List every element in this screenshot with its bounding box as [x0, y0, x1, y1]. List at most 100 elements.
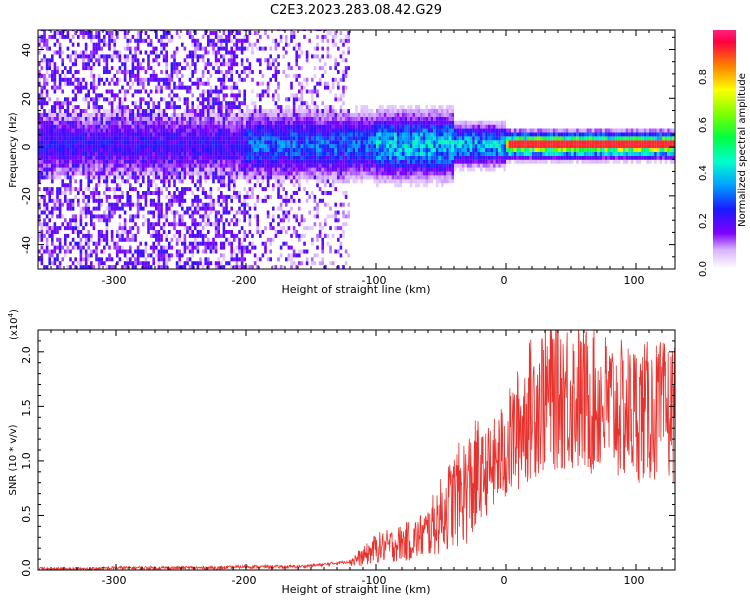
spectrogram-cell	[274, 179, 278, 184]
spectrogram-cell	[331, 38, 335, 43]
spectrogram-cell	[155, 233, 158, 238]
spectrogram-cell	[321, 120, 324, 125]
spectrogram-cell	[40, 136, 44, 141]
spectrogram-cell	[121, 245, 124, 250]
spectrogram-cell	[331, 261, 335, 266]
spectrogram-cell	[207, 124, 210, 129]
spectrogram-cell	[152, 249, 155, 254]
spectrogram-cell	[201, 175, 205, 180]
spectrogram-cell	[326, 132, 330, 137]
spectrogram-cell	[92, 226, 96, 231]
spectrogram-cell	[97, 81, 101, 86]
spectrogram-cell	[266, 194, 270, 199]
spectrogram-cell	[168, 105, 171, 110]
spectrogram-cell	[58, 151, 62, 156]
spectrogram-cell	[92, 54, 96, 59]
spectrogram-cell	[326, 46, 330, 51]
spectrogram-cell	[95, 187, 98, 192]
spectrogram-cell	[407, 159, 410, 164]
spectrogram-cell	[105, 124, 109, 129]
spectrogram-cell	[103, 38, 106, 43]
spectrogram-cell	[282, 167, 285, 172]
spectrogram-cell	[105, 230, 109, 234]
spectrogram-cell	[79, 148, 83, 152]
spectrogram-cell	[225, 194, 228, 199]
spectrogram-cell	[129, 132, 132, 137]
spectrogram-cell	[113, 241, 116, 246]
spectrogram-cell	[139, 62, 142, 67]
spectrogram-cell	[183, 155, 187, 160]
spectrogram-cell	[391, 148, 395, 152]
spectrogram-cell	[110, 163, 114, 168]
spectrogram-cell	[285, 128, 288, 133]
spectrogram-cell	[51, 253, 54, 258]
spectrogram-cell	[342, 144, 345, 149]
spectrogram-cell	[350, 148, 353, 152]
spectrogram-cell	[121, 132, 124, 137]
spectrogram-cell	[287, 42, 291, 47]
spectrogram-cell	[290, 265, 293, 269]
spectrogram-cell	[113, 132, 116, 137]
spectrogram-cell	[266, 109, 270, 113]
spectrogram-cell	[173, 144, 176, 149]
spectrogram-cell	[131, 101, 135, 106]
spectrogram-cell	[142, 179, 145, 184]
spectrogram-cell	[295, 144, 298, 149]
spectrogram-cell	[342, 163, 345, 168]
spectrogram-cell	[264, 148, 267, 152]
spectrogram-cell	[383, 155, 387, 160]
spectrogram-cell	[399, 144, 402, 149]
spectrogram-cell	[186, 159, 189, 164]
spectrogram-cell	[363, 167, 366, 172]
spectrogram-cell	[178, 77, 181, 82]
spectrogram-cell	[212, 237, 215, 242]
spectrogram-cell	[134, 261, 137, 266]
spectrogram-cell	[43, 155, 46, 160]
spectrogram-cell	[149, 89, 153, 94]
spectrogram-cell	[212, 155, 215, 160]
spectrogram-cell	[178, 120, 181, 125]
spectrogram-cell	[233, 93, 236, 98]
spectrogram-cell	[58, 198, 62, 203]
spectrogram-cell	[269, 151, 272, 156]
spectrogram-cell	[329, 183, 332, 188]
spectrogram-cell	[186, 261, 189, 266]
spectrogram-cell	[389, 151, 392, 156]
spectrogram-cell	[376, 179, 379, 184]
spectrogram-cell	[220, 34, 223, 39]
spectrogram-cell	[38, 128, 41, 133]
spectrogram-cell	[227, 112, 231, 117]
spectrogram-cell	[298, 105, 301, 110]
spectrogram-cell	[188, 163, 192, 168]
spectrogram-cell	[121, 155, 124, 160]
spectrogram-cell	[305, 132, 309, 137]
spectrogram-cell	[389, 175, 392, 180]
spectrogram-cell	[194, 109, 197, 113]
spectrogram-cell	[298, 140, 301, 145]
spectrogram-cell	[131, 233, 135, 238]
spectrogram-cell	[285, 120, 288, 125]
spectrogram-cell	[253, 171, 257, 176]
spectrogram-cell	[214, 70, 218, 74]
spectrogram-cell	[188, 241, 192, 246]
spectrogram-cell	[243, 198, 246, 203]
spectrogram-cell	[90, 128, 93, 133]
spectrogram-cell	[391, 124, 395, 129]
spectrogram-cell	[324, 265, 327, 269]
spectrogram-cell	[347, 171, 350, 176]
spectrogram-cell	[282, 159, 285, 164]
spectrogram-cell	[222, 112, 226, 117]
spectrogram-cell	[272, 124, 275, 129]
spectrogram-cell	[381, 159, 384, 164]
spectrogram-cell	[326, 171, 330, 176]
spectrogram-cell	[279, 109, 283, 113]
spectrogram-cell	[136, 214, 140, 219]
spectrogram-cell	[160, 163, 163, 168]
spectrogram-cell	[74, 144, 77, 149]
spectrogram-cell	[97, 109, 101, 113]
spectrogram-cell	[56, 30, 59, 32]
spectrogram-cell	[272, 128, 275, 133]
spectrogram-cell	[178, 159, 181, 164]
spectrogram-cell	[90, 120, 93, 125]
spectrogram-cell	[264, 136, 267, 141]
